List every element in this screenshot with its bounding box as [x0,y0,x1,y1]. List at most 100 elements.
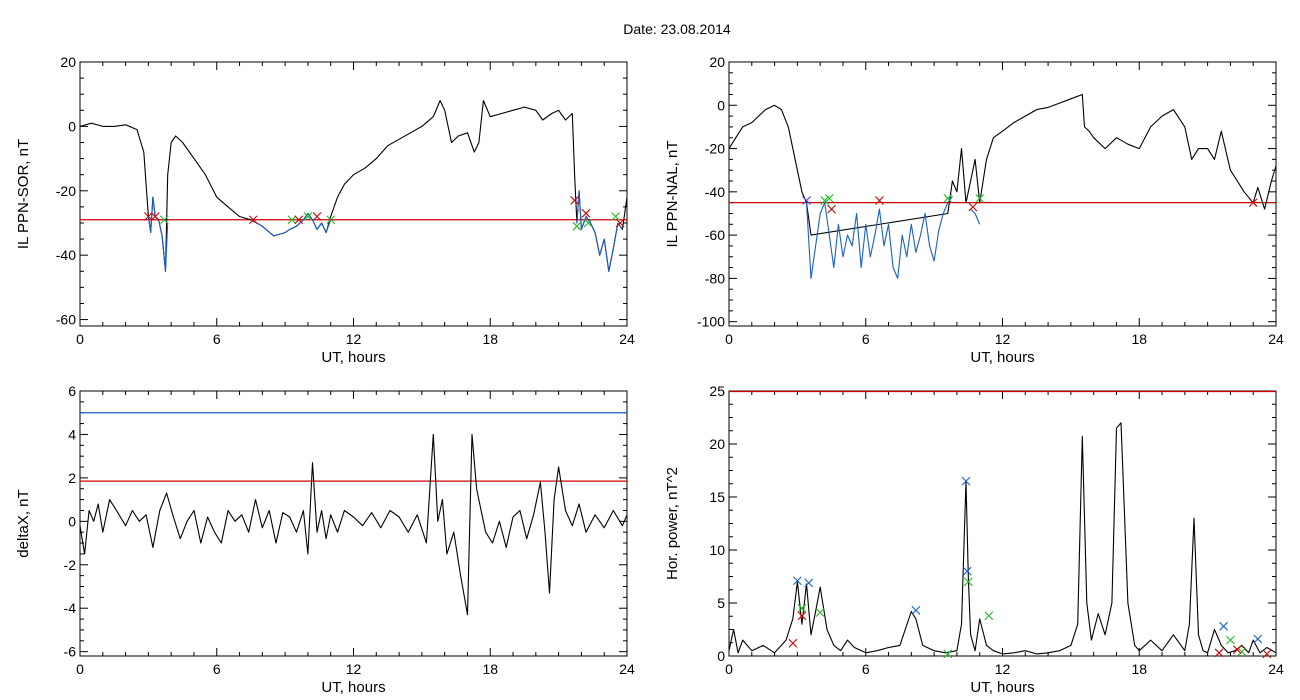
marker-point [962,566,972,576]
marker-stroke [1214,648,1224,658]
y-axis-label: Hor. power, nT^2 [664,467,681,580]
marker-point [943,649,953,659]
marker-point [797,611,807,621]
marker-stroke [570,196,579,205]
marker-stroke [802,196,811,205]
marker-stroke [792,576,802,586]
marker-point [984,611,994,621]
x-tick-label: 0 [725,331,733,347]
x-tick-label: 0 [725,661,733,677]
x-axis-label: UT, hours [970,349,1034,366]
x-tick-label: 18 [482,331,498,347]
x-axis-label: UT, hours [321,679,385,696]
y-tick-label: -2 [64,557,77,573]
y-tick-label: -40 [705,184,725,200]
y-tick-label: 20 [709,436,725,452]
marker-stroke [159,215,169,225]
plot-frame [79,390,628,657]
marker-stroke [911,606,921,615]
marker-point [943,193,953,203]
marker-point [303,212,313,221]
marker-point [1237,647,1247,657]
plot-frame [728,61,1277,327]
x-tick-label: 24 [619,661,635,677]
marker-stroke [984,611,994,621]
y-tick-label: -20 [705,141,725,157]
x-tick-label: 0 [76,661,84,677]
marker-point [159,215,169,225]
marker-stroke [581,208,591,218]
chart-panel-2: 0 6 12 18 24 -100 -80 -60 -40 -20 0 20 UT, hours IL P… [664,54,1284,366]
marker-stroke [143,212,153,221]
marker-stroke [1226,635,1235,645]
marker-point [1248,198,1258,208]
marker-stroke [1232,645,1242,655]
marker-stroke [312,212,322,221]
marker-point [143,212,153,221]
series-line-1 [728,422,1277,655]
marker-point [1214,648,1224,658]
marker-stroke [583,218,593,228]
y-tick-label: 15 [709,489,725,505]
marker-point [150,212,160,221]
y-tick-label: -60 [56,312,76,328]
y-tick-label: 10 [709,542,725,558]
marker-stroke [150,212,160,221]
marker-stroke [572,221,582,231]
x-tick-label: 6 [213,661,221,677]
x-tick-label: 18 [482,661,498,677]
marker-point [797,603,807,613]
marker-stroke [962,566,972,576]
marker-stroke [963,577,973,587]
marker-point [572,221,582,231]
y-tick-label: 0 [717,648,725,664]
marker-stroke [797,603,807,613]
x-tick-label: 6 [862,331,870,347]
marker-stroke [827,204,836,214]
marker-stroke [294,215,304,225]
y-tick-label: 0 [68,118,76,134]
y-tick-label: 2 [68,470,76,486]
y-tick-label: -4 [64,600,77,616]
x-tick-label: 12 [346,661,362,677]
marker-point [570,196,579,205]
chart-panel-1: 0 6 12 18 24 -60 -40 -20 0 20 UT, hours IL PPN-SOR,… [15,54,635,366]
y-axis-label: IL PPN-NAL, nT [664,141,681,248]
marker-point [788,638,798,648]
y-tick-label: 0 [717,97,725,113]
marker-point [975,193,985,203]
marker-point [1232,645,1242,655]
marker-stroke [326,215,336,225]
marker-stroke [615,218,625,228]
x-tick-label: 24 [619,331,635,347]
marker-stroke [1237,647,1247,657]
series-line-4 [576,190,623,272]
x-tick-label: 24 [1268,331,1284,347]
marker-point [294,215,304,225]
marker-stroke [968,202,978,212]
chart-panel-4: 0 6 12 18 24 0 5 10 15 20 25 UT, hours Hor. power, n… [664,383,1284,696]
y-tick-label: 20 [709,54,725,70]
marker-point [581,208,591,218]
marker-point [827,204,836,214]
marker-stroke [804,578,814,588]
marker-point [326,215,336,225]
x-tick-label: 18 [1131,331,1147,347]
marker-point [815,608,825,617]
marker-point [792,576,802,586]
marker-point [802,196,811,205]
marker-stroke [824,193,834,203]
marker-point [1226,635,1235,645]
series-line-1 [728,93,1277,236]
y-axis-label: deltaX, nT [15,489,32,557]
marker-stroke [797,611,807,621]
date-label: Date: 23.08.2014 [623,21,731,37]
marker-stroke [1219,621,1228,631]
series-line-2 [147,196,169,272]
marker-point [1253,634,1263,644]
y-tick-label: -40 [56,247,76,263]
x-tick-label: 18 [1131,661,1147,677]
marker-point [611,212,620,221]
marker-stroke [943,649,953,659]
x-tick-label: 12 [995,331,1011,347]
